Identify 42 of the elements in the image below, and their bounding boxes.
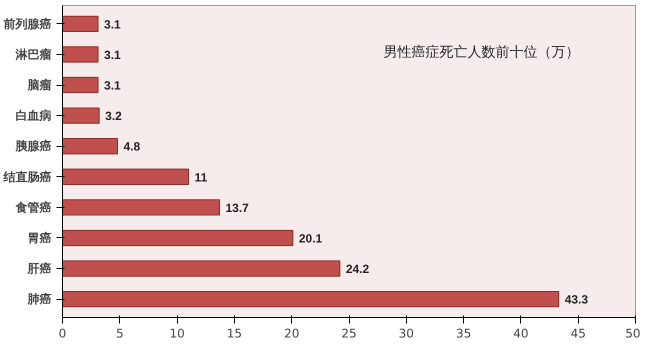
x-tick-label: 30 xyxy=(398,326,414,340)
x-tick-label: 0 xyxy=(58,326,66,340)
bar xyxy=(62,46,99,63)
x-tick-label: 5 xyxy=(116,326,124,340)
x-tick-label: 15 xyxy=(226,326,242,340)
bar xyxy=(62,16,99,32)
data-label: 3.2 xyxy=(105,109,122,124)
x-tick-label: 10 xyxy=(169,326,185,340)
data-label: 24.2 xyxy=(346,262,370,276)
x-tick-label: 45 xyxy=(570,326,586,340)
bar xyxy=(62,107,100,124)
x-tick-label: 50 xyxy=(625,326,641,340)
y-tick-label: 淋巴瘤 xyxy=(14,47,52,62)
bar xyxy=(62,199,220,216)
y-tick-label: 胰腺癌 xyxy=(14,139,52,154)
data-label: 3.1 xyxy=(104,48,122,62)
data-label: 11 xyxy=(194,170,208,184)
bar xyxy=(62,291,560,308)
y-tick-label: 肝癌 xyxy=(26,262,52,276)
data-label: 43.3 xyxy=(564,292,588,307)
data-label: 4.8 xyxy=(124,140,141,154)
y-tick-label: 脑瘤 xyxy=(26,78,52,92)
data-label: 3.1 xyxy=(104,17,122,32)
y-tick-label: 胃癌 xyxy=(28,230,52,245)
data-label: 3.1 xyxy=(104,78,122,93)
bar xyxy=(62,260,340,277)
data-label: 13.7 xyxy=(226,200,250,215)
y-tick-label: 结直肠癌 xyxy=(2,170,52,184)
y-tick-label: 食管癌 xyxy=(14,200,52,214)
x-tick-label: 35 xyxy=(456,326,472,340)
bar xyxy=(62,138,118,154)
text: 男性癌症死亡人数前十位（万） xyxy=(383,44,580,61)
x-tick-label: 40 xyxy=(513,326,529,340)
x-tick-label: 25 xyxy=(341,326,357,340)
bar xyxy=(62,168,190,185)
bar xyxy=(62,230,294,246)
data-label: 20.1 xyxy=(298,231,323,246)
y-tick-label: 肺癌 xyxy=(26,292,52,306)
y-tick-label: 白血病 xyxy=(16,108,52,123)
x-tick-label: 20 xyxy=(284,326,300,340)
y-tick-label: 前列腺癌 xyxy=(2,16,52,31)
bar xyxy=(62,76,99,94)
